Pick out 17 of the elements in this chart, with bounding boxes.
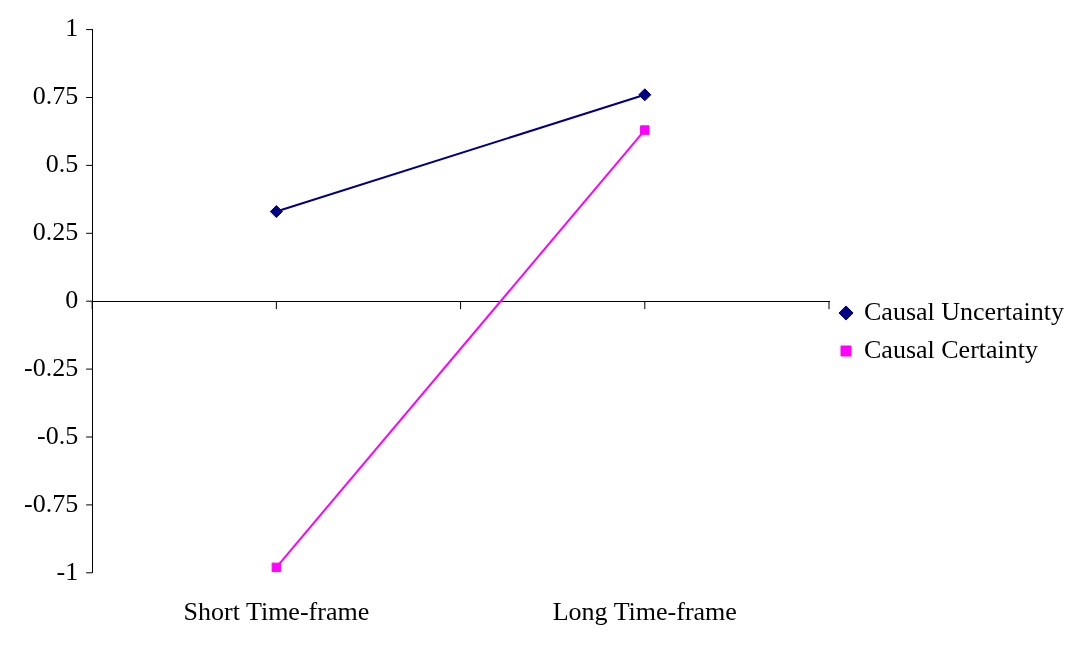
y-tick-label: -0.25 (23, 352, 79, 382)
point (638, 88, 652, 102)
y-tick-label: 0.25 (32, 217, 79, 247)
y-tick-label: -0.75 (23, 488, 79, 518)
y-tick-label: -1 (56, 556, 79, 586)
y-tick-label: 0 (65, 285, 79, 315)
point (271, 562, 282, 573)
legend-label: Causal Uncertainty (864, 296, 1065, 326)
x-tick-label: Short Time-frame (183, 597, 370, 627)
y-tick-label: 1 (65, 13, 79, 43)
y-tick-label: -0.5 (36, 420, 79, 450)
point (269, 205, 283, 219)
point (640, 125, 650, 135)
legend-label: Causal Certainty (864, 334, 1039, 364)
x-tick-label: Long Time-frame (552, 597, 737, 627)
y-tick-label: 0.5 (45, 149, 79, 179)
y-tick-label: 0.75 (32, 81, 79, 111)
